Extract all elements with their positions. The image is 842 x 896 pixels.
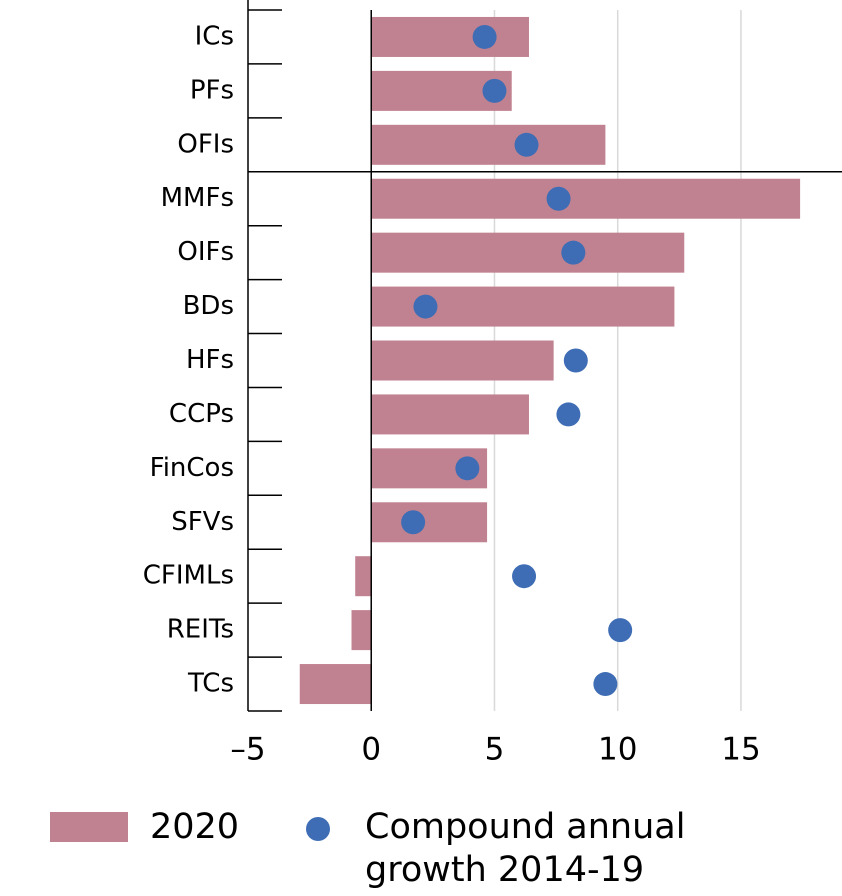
category-label: MMFs	[161, 183, 234, 213]
dot	[563, 348, 588, 373]
bar	[371, 178, 801, 219]
category-label: PFs	[190, 75, 234, 105]
category-label: OIFs	[177, 237, 234, 267]
legend-swatch	[50, 812, 128, 842]
bar	[371, 340, 554, 381]
x-tick-label: 5	[485, 732, 505, 768]
dot	[512, 564, 537, 589]
bar	[371, 394, 529, 435]
dot	[514, 132, 539, 157]
category-label: CFIMLs	[143, 561, 234, 591]
category-label: HFs	[186, 345, 234, 375]
dot	[472, 24, 497, 49]
category-label: TCs	[187, 669, 234, 699]
bar	[371, 502, 488, 543]
dot	[593, 672, 618, 697]
category-label: OFIs	[177, 129, 234, 159]
x-tick-label: 10	[598, 732, 637, 768]
dot	[401, 510, 426, 535]
category-label: FinCos	[150, 453, 234, 483]
x-tick-label: 0	[361, 732, 381, 768]
bar	[355, 556, 372, 597]
bar	[299, 664, 372, 705]
category-label: REITs	[167, 615, 234, 645]
bar	[371, 124, 606, 165]
dot	[546, 186, 571, 211]
legend-swatch	[306, 817, 330, 841]
bar	[371, 16, 529, 57]
category-label: SFVs	[171, 507, 234, 537]
dot	[556, 402, 581, 427]
legend-label: Compound annual growth 2014-19	[365, 807, 685, 890]
x-tick-label: 15	[721, 732, 760, 768]
category-label: CCPs	[169, 399, 234, 429]
category-label: ICs	[195, 21, 234, 51]
dot	[561, 240, 586, 265]
category-label: BDs	[183, 291, 234, 321]
bar	[351, 610, 372, 651]
bar	[371, 232, 685, 273]
dot	[413, 294, 438, 319]
dot	[482, 78, 507, 103]
x-tick-label: –5	[230, 732, 265, 768]
dot	[455, 456, 480, 481]
legend-label: 2020	[150, 807, 239, 847]
dot	[608, 618, 633, 643]
